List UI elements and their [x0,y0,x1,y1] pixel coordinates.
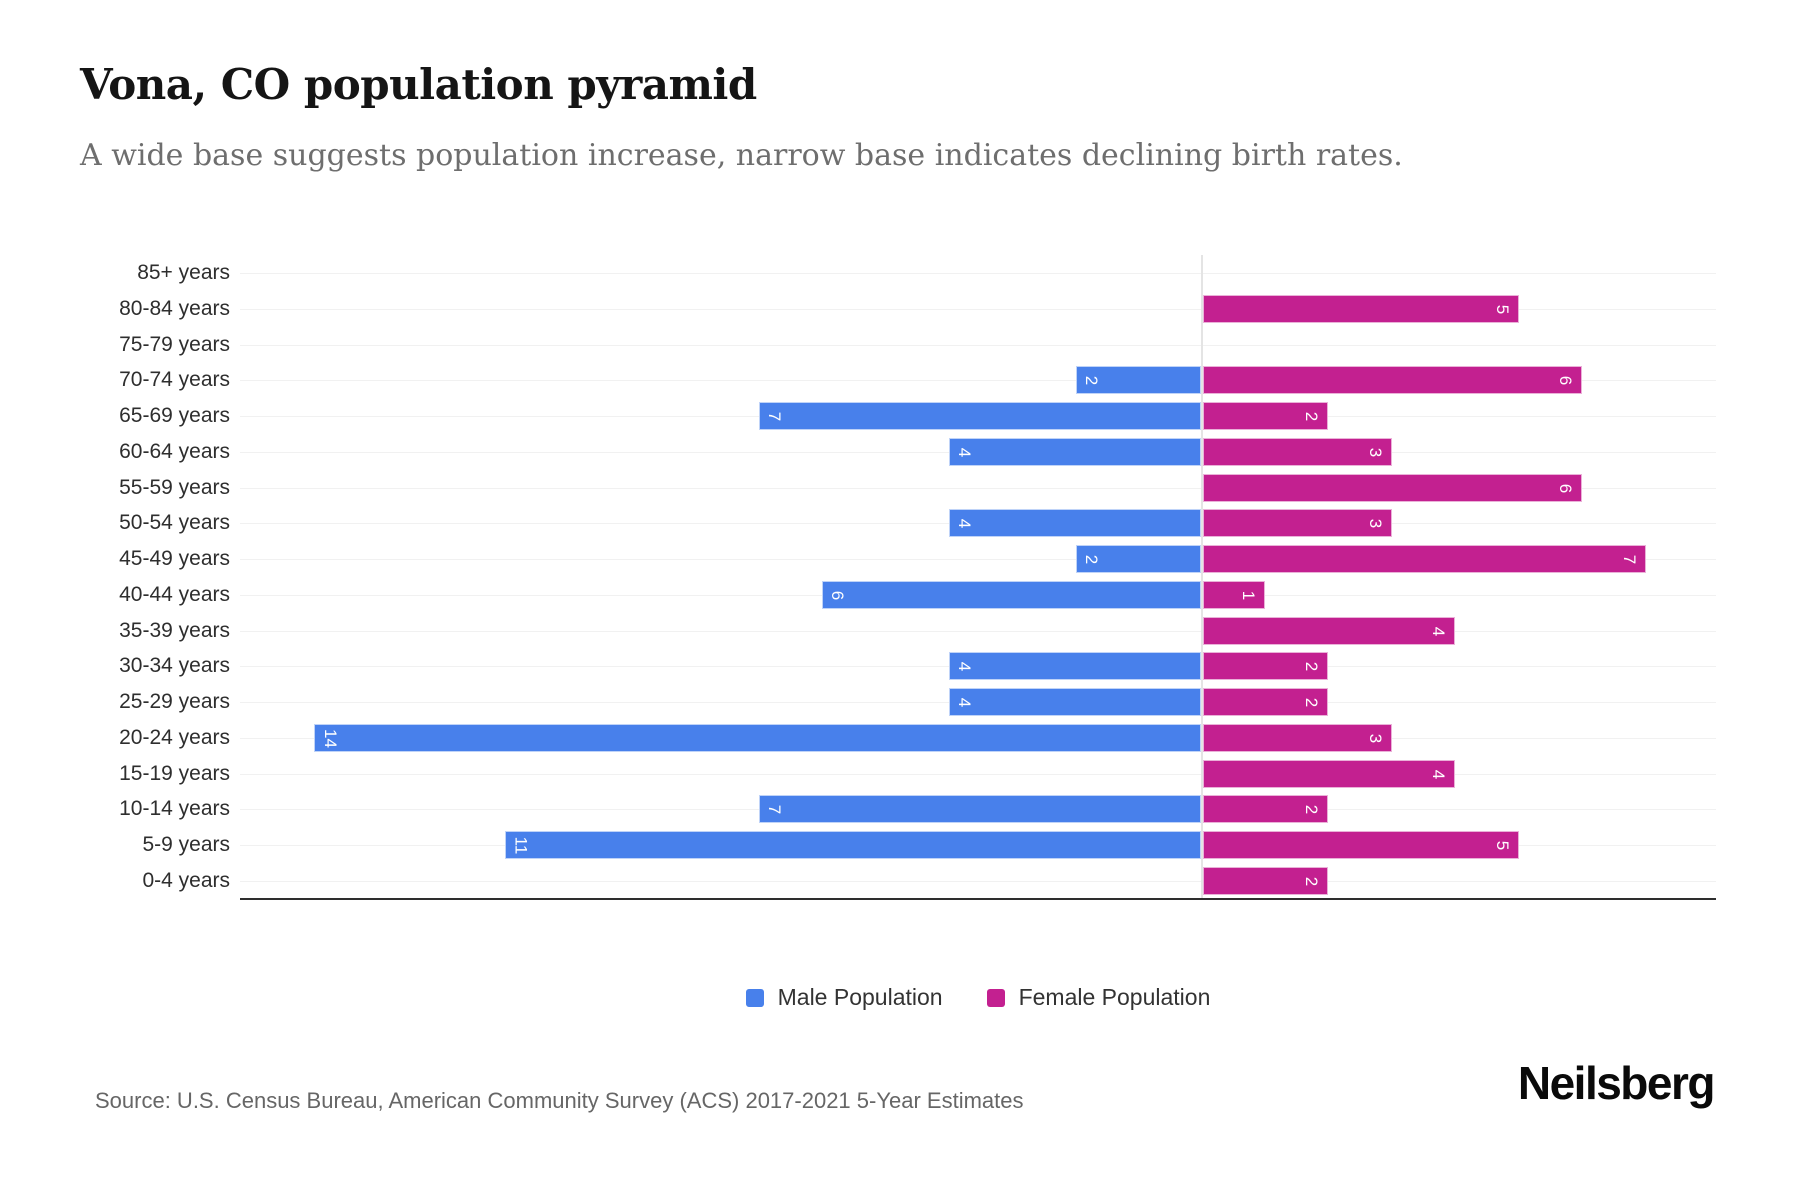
y-axis-label: 5-9 years [142,833,230,856]
y-axis-label: 20-24 years [119,726,230,749]
gridline [240,559,1716,560]
legend: Male Population Female Population [240,984,1716,1011]
male-bar[interactable] [1076,366,1201,394]
female-bar[interactable] [1203,688,1328,716]
male-bar[interactable] [1076,545,1201,573]
y-axis-label: 40-44 years [119,583,230,606]
female-bar[interactable] [1203,474,1582,502]
female-bar[interactable] [1203,831,1519,859]
legend-item-female[interactable]: Female Population [986,984,1211,1011]
male-bar[interactable] [822,581,1201,609]
zero-axis-line [1201,255,1203,899]
female-bar[interactable] [1203,795,1328,823]
gridline [240,345,1716,346]
female-bar[interactable] [1203,295,1519,323]
y-axis-label: 70-74 years [119,368,230,391]
chart-subtitle: A wide base suggests population increase… [80,138,1403,173]
female-bar[interactable] [1203,509,1392,537]
gridline [240,774,1716,775]
female-bar[interactable] [1203,438,1392,466]
female-bar[interactable] [1203,724,1392,752]
female-legend-label: Female Population [1018,984,1211,1010]
page-title: Vona, CO population pyramid [80,60,757,109]
male-bar[interactable] [949,688,1201,716]
y-axis-label: 35-39 years [119,619,230,642]
legend-item-male[interactable]: Male Population [745,984,943,1011]
y-axis-label: 65-69 years [119,404,230,427]
y-axis-label: 55-59 years [119,476,230,499]
male-bar[interactable] [758,402,1201,430]
female-bar[interactable] [1203,652,1328,680]
x-axis-line [240,898,1716,900]
y-axis-label: 15-19 years [119,762,230,785]
y-axis-label: 85+ years [137,261,230,284]
male-legend-label: Male Population [777,984,943,1010]
male-bar[interactable] [949,652,1201,680]
female-legend-swatch-icon [986,988,1005,1007]
y-axis-label: 30-34 years [119,654,230,677]
male-bar[interactable] [758,795,1201,823]
gridline [240,488,1716,489]
male-bar[interactable] [949,509,1201,537]
y-axis-label: 60-64 years [119,440,230,463]
neilsberg-logo: Neilsberg [1517,1057,1716,1109]
source-attribution: Source: U.S. Census Bureau, American Com… [95,1088,1024,1113]
y-axis-label: 80-84 years [119,297,230,320]
female-bar[interactable] [1203,366,1582,394]
male-legend-swatch-icon [745,988,764,1007]
y-axis-label: 25-29 years [119,690,230,713]
male-bar[interactable] [949,438,1201,466]
y-axis-label: 0-4 years [142,869,230,892]
female-bar[interactable] [1203,867,1328,895]
female-bar[interactable] [1203,760,1455,788]
male-bar[interactable] [314,724,1201,752]
y-axis-label: 75-79 years [119,333,230,356]
y-axis-label: 10-14 years [119,797,230,820]
gridline [240,309,1716,310]
gridline [240,380,1716,381]
female-bar[interactable] [1203,581,1265,609]
y-axis-label: 50-54 years [119,511,230,534]
male-bar[interactable] [504,831,1201,859]
female-bar[interactable] [1203,545,1646,573]
gridline [240,273,1716,274]
gridline [240,881,1716,882]
y-axis-label: 45-49 years [119,547,230,570]
female-bar[interactable] [1203,617,1455,645]
gridline [240,631,1716,632]
female-bar[interactable] [1203,402,1328,430]
